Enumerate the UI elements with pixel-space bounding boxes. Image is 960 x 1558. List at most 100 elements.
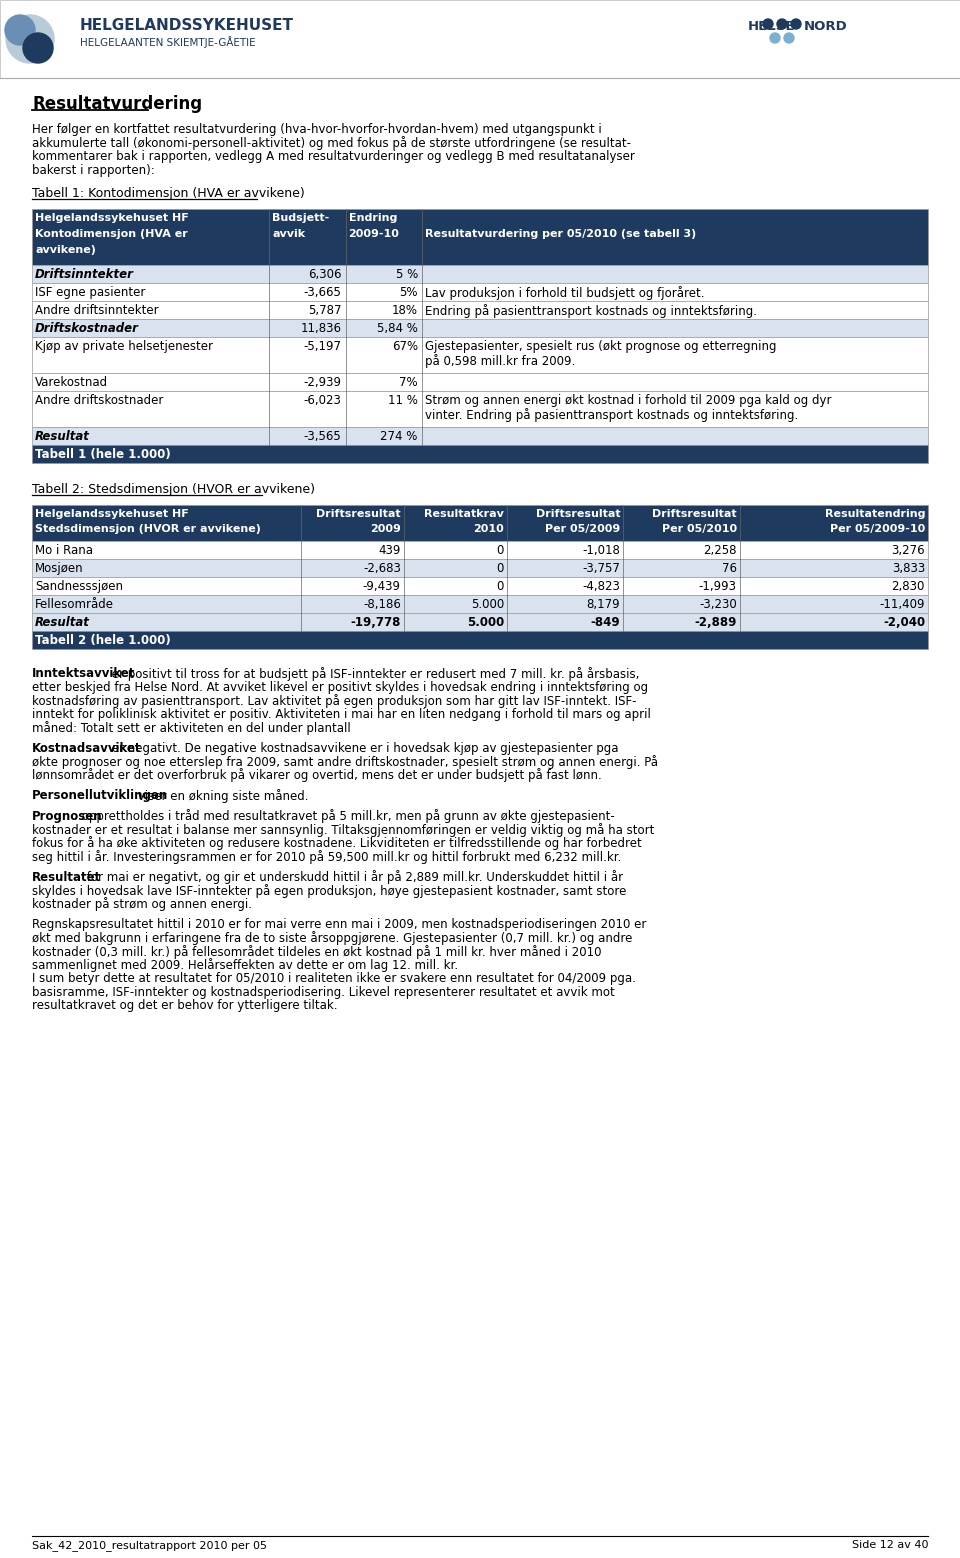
Text: Helgelandssykehuset HF: Helgelandssykehuset HF (35, 213, 189, 223)
Text: Resultatet: Resultatet (32, 871, 101, 883)
Text: fokus for å ha øke aktiviteten og redusere kostnadene. Likviditeten er tilfredss: fokus for å ha øke aktiviteten og reduse… (32, 837, 641, 851)
Text: Per 05/2009: Per 05/2009 (545, 523, 620, 534)
Circle shape (763, 19, 773, 30)
Text: inntekt for poliklinisk aktivitet er positiv. Aktiviteten i mai har en liten ned: inntekt for poliklinisk aktivitet er pos… (32, 707, 651, 720)
Text: Her følger en kortfattet resultatvurdering (hva-hvor-hvorfor-hvordan-hvem) med u: Her følger en kortfattet resultatvurderi… (32, 123, 602, 136)
Circle shape (5, 16, 35, 45)
Text: -11,409: -11,409 (879, 598, 925, 611)
Bar (32, 319, 928, 337)
Text: Prognosen: Prognosen (32, 810, 103, 823)
Text: Resultatendring: Resultatendring (825, 509, 925, 519)
Bar (32, 612, 928, 631)
Text: 0: 0 (496, 544, 504, 558)
Text: -1,993: -1,993 (699, 580, 737, 594)
Text: 5.000: 5.000 (467, 615, 504, 629)
Text: kostnader på strøm og annen energi.: kostnader på strøm og annen energi. (32, 897, 252, 911)
Circle shape (770, 33, 780, 44)
Text: for mai er negativt, og gir et underskudd hittil i år på 2,889 mill.kr. Undersku: for mai er negativt, og gir et underskud… (83, 871, 623, 885)
Text: -2,939: -2,939 (303, 375, 342, 390)
Text: -2,683: -2,683 (363, 562, 401, 575)
Circle shape (777, 19, 787, 30)
Bar (32, 301, 928, 319)
Text: Resultatkrav: Resultatkrav (424, 509, 504, 519)
Text: lønnsområdet er det overforbruk på vikarer og overtid, mens det er under budsjet: lønnsområdet er det overforbruk på vikar… (32, 768, 602, 782)
Text: Kostnadsavviket: Kostnadsavviket (32, 742, 141, 754)
Text: basisramme, ISF-inntekter og kostnadsperiodisering. Likevel representerer result: basisramme, ISF-inntekter og kostnadsper… (32, 986, 614, 999)
Text: 2009: 2009 (370, 523, 401, 534)
Text: -3,230: -3,230 (699, 598, 737, 611)
Text: Driftskostnader: Driftskostnader (35, 323, 139, 335)
Text: 2,830: 2,830 (892, 580, 925, 594)
Text: -2,040: -2,040 (883, 615, 925, 629)
Text: Tabell 2 (hele 1.000): Tabell 2 (hele 1.000) (35, 634, 171, 647)
Text: 2009-10: 2009-10 (348, 229, 399, 238)
Text: Driftsresultat: Driftsresultat (652, 509, 737, 519)
Text: Side 12 av 40: Side 12 av 40 (852, 1539, 928, 1550)
Text: Regnskapsresultatet hittil i 2010 er for mai verre enn mai i 2009, men kostnadsp: Regnskapsresultatet hittil i 2010 er for… (32, 918, 646, 932)
Text: 5.000: 5.000 (470, 598, 504, 611)
Bar (32, 576, 928, 595)
Text: -6,023: -6,023 (303, 394, 342, 407)
Text: -3,665: -3,665 (303, 287, 342, 299)
Text: sammenlignet med 2009. Helårseffekten av dette er om lag 12. mill. kr.: sammenlignet med 2009. Helårseffekten av… (32, 958, 458, 972)
Text: 5 %: 5 % (396, 268, 418, 280)
Text: -9,439: -9,439 (363, 580, 401, 594)
Bar (32, 372, 928, 391)
Circle shape (791, 19, 801, 30)
Text: 67%: 67% (392, 340, 418, 354)
Text: 5%: 5% (399, 287, 418, 299)
Bar (32, 284, 928, 301)
Text: Lav produksjon i forhold til budsjett og fjoråret.: Lav produksjon i forhold til budsjett og… (424, 287, 705, 301)
Text: bakerst i rapporten):: bakerst i rapporten): (32, 164, 155, 176)
Text: Per 05/2010: Per 05/2010 (661, 523, 737, 534)
Text: -2,889: -2,889 (694, 615, 737, 629)
Text: resultatkravet og det er behov for ytterligere tiltak.: resultatkravet og det er behov for ytter… (32, 999, 338, 1013)
Text: 3,276: 3,276 (892, 544, 925, 558)
Bar (32, 265, 928, 284)
Text: I sum betyr dette at resultatet for 05/2010 i realiteten ikke er svakere enn res: I sum betyr dette at resultatet for 05/2… (32, 972, 636, 985)
Text: Strøm og annen energi økt kostnad i forhold til 2009 pga kald og dyr: Strøm og annen energi økt kostnad i forh… (424, 394, 831, 407)
Text: 274 %: 274 % (380, 430, 418, 442)
Text: Mo i Rana: Mo i Rana (35, 544, 93, 558)
Bar (32, 505, 928, 541)
Text: 76: 76 (722, 562, 737, 575)
Text: Budsjett-: Budsjett- (273, 213, 329, 223)
Text: avvikene): avvikene) (35, 245, 96, 256)
Text: Helgelandssykehuset HF: Helgelandssykehuset HF (35, 509, 189, 519)
Text: akkumulerte tall (økonomi-personell-aktivitet) og med fokus på de største utford: akkumulerte tall (økonomi-personell-akti… (32, 137, 631, 151)
Text: Sak_42_2010_resultatrapport 2010 per 05: Sak_42_2010_resultatrapport 2010 per 05 (32, 1539, 267, 1550)
Text: viser en økning siste måned.: viser en økning siste måned. (134, 788, 308, 802)
Text: -4,823: -4,823 (583, 580, 620, 594)
Text: kostnader (0,3 mill. kr.) på fellesområdet tildeles en økt kostnad på 1 mill kr.: kostnader (0,3 mill. kr.) på fellesområd… (32, 946, 602, 960)
Text: 11 %: 11 % (388, 394, 418, 407)
Text: HELGELANDSSYKEHUSET: HELGELANDSSYKEHUSET (80, 19, 294, 33)
Text: 2,258: 2,258 (704, 544, 737, 558)
Text: opprettholdes i tråd med resultatkravet på 5 mill.kr, men på grunn av økte gjest: opprettholdes i tråd med resultatkravet … (78, 810, 614, 824)
Text: måned: Totalt sett er aktiviteten en del under plantall: måned: Totalt sett er aktiviteten en del… (32, 721, 350, 735)
Text: er positivt til tross for at budsjett på ISF-inntekter er redusert med 7 mill. k: er positivt til tross for at budsjett på… (108, 667, 640, 681)
Text: Varekostnad: Varekostnad (35, 375, 108, 390)
Text: ISF egne pasienter: ISF egne pasienter (35, 287, 145, 299)
Text: 3,833: 3,833 (892, 562, 925, 575)
Text: Tabell 2: Stedsdimensjon (HVOR er avvikene): Tabell 2: Stedsdimensjon (HVOR er avvike… (32, 483, 315, 495)
Text: Mosjøen: Mosjøen (35, 562, 84, 575)
Text: skyldes i hovedsak lave ISF-inntekter på egen produksjon, høye gjestepasient kos: skyldes i hovedsak lave ISF-inntekter på… (32, 883, 626, 897)
Text: Endring på pasienttransport kostnads og inntektsføring.: Endring på pasienttransport kostnads og … (424, 304, 756, 318)
Text: 5,84 %: 5,84 % (377, 323, 418, 335)
Text: økte prognoser og noe etterslep fra 2009, samt andre driftskostnader, spesielt s: økte prognoser og noe etterslep fra 2009… (32, 756, 658, 770)
Text: Personellutviklingen: Personellutviklingen (32, 788, 168, 802)
Bar (32, 631, 928, 650)
Bar (32, 595, 928, 612)
Text: Tabell 1 (hele 1.000): Tabell 1 (hele 1.000) (35, 449, 171, 461)
Text: 439: 439 (378, 544, 401, 558)
Bar (32, 446, 928, 463)
Text: Kjøp av private helsetjenester: Kjøp av private helsetjenester (35, 340, 213, 354)
Text: Kontodimensjon (HVA er: Kontodimensjon (HVA er (35, 229, 188, 238)
Circle shape (6, 16, 54, 62)
Text: etter beskjed fra Helse Nord. At avviket likevel er positivt skyldes i hovedsak : etter beskjed fra Helse Nord. At avviket… (32, 681, 648, 693)
Text: 11,836: 11,836 (300, 323, 342, 335)
Text: Tabell 1: Kontodimensjon (HVA er avvikene): Tabell 1: Kontodimensjon (HVA er avviken… (32, 187, 304, 199)
Text: seg hittil i år. Investeringsrammen er for 2010 på 59,500 mill.kr og hittil forb: seg hittil i år. Investeringsrammen er f… (32, 851, 621, 865)
Bar (32, 209, 928, 265)
Text: -3,757: -3,757 (583, 562, 620, 575)
